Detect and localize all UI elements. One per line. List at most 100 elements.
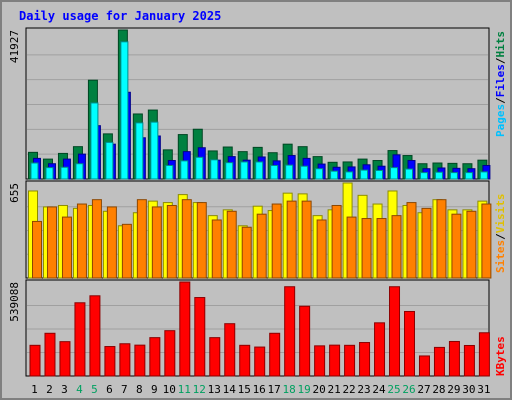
bar-sites-day-14: [226, 210, 237, 279]
bar-pages-day-8: [135, 122, 144, 180]
x-tick-label: 1: [31, 383, 38, 396]
bar-sites-day-23: [361, 218, 372, 279]
x-tick-label: 25: [387, 383, 400, 396]
x-tick-label: 20: [312, 383, 325, 396]
bar-sites-day-2: [46, 206, 57, 279]
bar-sites-day-31: [481, 203, 492, 279]
x-tick-label: 3: [61, 383, 68, 396]
bar-sites-day-6: [106, 206, 117, 279]
bar-kbytes-day-30: [463, 344, 475, 377]
x-tick-label: 19: [298, 383, 311, 396]
x-tick-label: 24: [372, 383, 386, 396]
bar-kbytes-day-5: [89, 295, 101, 377]
max-value-label: 655: [8, 183, 21, 203]
x-tick-label: 17: [268, 383, 281, 396]
legend-label: Sites/Visits: [494, 194, 507, 274]
bar-kbytes-day-18: [284, 286, 296, 377]
x-tick-label: 2: [46, 383, 53, 396]
bar-pages-day-19: [300, 165, 309, 180]
x-tick-label: 14: [223, 383, 237, 396]
x-tick-label: 23: [357, 383, 370, 396]
bar-sites-day-15: [241, 226, 252, 279]
panels: 41927 655 539088: [8, 27, 492, 377]
bar-pages-day-13: [210, 159, 219, 180]
x-tick-label: 21: [327, 383, 340, 396]
bar-sites-day-25: [391, 215, 402, 279]
bar-sites-day-7: [121, 223, 132, 279]
legend-hits: Hits: [494, 31, 507, 58]
x-tick-label: 22: [342, 383, 355, 396]
bar-sites-day-4: [76, 203, 87, 279]
x-tick-label: 15: [238, 383, 251, 396]
bar-kbytes-day-28: [433, 346, 445, 377]
bar-kbytes-day-1: [29, 344, 41, 377]
bar-sites-day-10: [166, 204, 177, 279]
bar-pages-day-22: [345, 171, 354, 180]
x-tick-label: 11: [178, 383, 191, 396]
x-tick-label: 6: [106, 383, 113, 396]
bar-sites-day-12: [196, 202, 207, 279]
bar-sites-day-20: [316, 219, 327, 279]
x-tick-label: 30: [462, 383, 475, 396]
bar-pages-day-21: [330, 170, 339, 180]
bar-pages-day-31: [479, 171, 488, 180]
bar-kbytes-day-24: [374, 322, 386, 377]
bar-pages-day-5: [90, 102, 99, 180]
max-value-label: 41927: [8, 30, 21, 63]
bar-pages-day-26: [405, 168, 413, 180]
bar-pages-day-11: [180, 160, 189, 180]
bar-pages-day-23: [360, 169, 369, 180]
bar-sites-day-16: [256, 213, 267, 279]
bar-pages-day-10: [165, 164, 174, 180]
x-tick-label: 18: [283, 383, 296, 396]
bar-pages-day-18: [285, 164, 294, 180]
bar-kbytes-day-4: [74, 302, 86, 377]
bar-kbytes-day-26: [404, 310, 415, 377]
bar-pages-day-14: [225, 162, 234, 180]
bar-sites-day-3: [61, 216, 72, 279]
bar-kbytes-day-17: [269, 332, 281, 377]
bar-pages-day-12: [195, 156, 204, 180]
bar-sites-day-24: [376, 218, 387, 279]
bar-kbytes-day-9: [149, 337, 161, 377]
x-tick-label: 13: [208, 383, 221, 396]
bar-pages-day-2: [45, 167, 54, 180]
bar-sites-day-13: [211, 219, 222, 279]
bar-sites-day-18: [286, 200, 297, 279]
legend-kbytes: KBytes: [494, 336, 507, 376]
bar-pages-day-20: [315, 168, 324, 180]
bar-pages-day-7: [120, 41, 129, 180]
bar-pages-day-28: [434, 171, 443, 180]
legend-separator: /: [494, 233, 507, 240]
bar-pages-day-6: [105, 141, 114, 180]
x-tick-label: 10: [163, 383, 176, 396]
panel-hits-files-pages: 41927: [8, 27, 491, 180]
legend-visits: Visits: [494, 194, 507, 234]
bar-kbytes-day-21: [329, 344, 341, 377]
bar-sites-day-9: [151, 206, 162, 279]
x-tick-label: 4: [76, 383, 83, 396]
bar-sites-day-11: [181, 199, 192, 279]
bar-kbytes-day-12: [194, 297, 206, 377]
x-tick-label: 5: [91, 383, 98, 396]
bar-pages-day-3: [60, 166, 69, 180]
bar-kbytes-day-6: [104, 346, 116, 377]
bar-pages-day-1: [30, 162, 39, 180]
bar-pages-day-27: [419, 172, 428, 180]
bar-pages-day-17: [270, 164, 279, 180]
bar-sites-day-30: [466, 210, 477, 279]
bar-sites-day-22: [346, 216, 357, 279]
bar-sites-day-21: [331, 204, 342, 279]
x-tick-label: 29: [447, 383, 460, 396]
x-tick-label: 31: [477, 383, 490, 396]
bar-kbytes-day-31: [478, 332, 490, 377]
bar-pages-day-29: [449, 172, 458, 180]
bar-sites-day-28: [436, 199, 447, 279]
bar-pages-day-25: [390, 167, 399, 180]
x-tick-label: 8: [136, 383, 143, 396]
bar-pages-day-4: [75, 163, 84, 180]
bar-kbytes-day-7: [119, 343, 131, 377]
bar-kbytes-day-19: [299, 305, 311, 377]
bar-sites-day-5: [91, 199, 102, 279]
